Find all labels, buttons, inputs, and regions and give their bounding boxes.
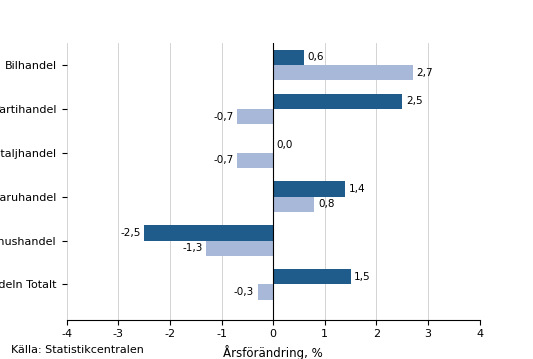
Bar (273, 181, 345, 197)
Bar (273, 50, 304, 65)
Bar (273, 269, 351, 284)
Bar (144, 225, 273, 241)
Text: 1,4: 1,4 (349, 184, 366, 194)
Bar (273, 94, 402, 109)
Bar (273, 65, 413, 80)
Text: 2,7: 2,7 (416, 68, 433, 78)
Bar (237, 153, 273, 168)
Text: 0,8: 0,8 (318, 199, 335, 209)
Text: 2,5: 2,5 (406, 96, 423, 106)
Bar (273, 197, 314, 212)
Text: Källa: Statistikcentralen: Källa: Statistikcentralen (11, 345, 143, 355)
Bar (257, 284, 273, 300)
Bar (237, 109, 273, 124)
Bar (206, 241, 273, 256)
X-axis label: Årsförändring, %: Årsförändring, % (223, 345, 323, 359)
Text: -0,7: -0,7 (213, 155, 233, 165)
Text: -1,3: -1,3 (182, 243, 203, 253)
Text: -0,3: -0,3 (234, 287, 254, 297)
Text: -2,5: -2,5 (120, 228, 141, 238)
Text: 0,6: 0,6 (308, 52, 324, 62)
Text: -0,7: -0,7 (213, 112, 233, 122)
Text: 1,5: 1,5 (354, 272, 371, 282)
Text: 0,0: 0,0 (277, 140, 293, 150)
